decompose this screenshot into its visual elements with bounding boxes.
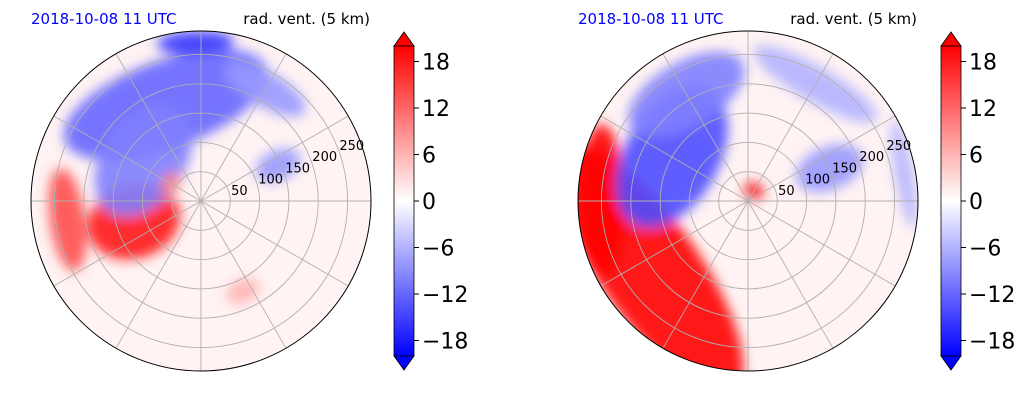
colorbar-tick-label: 0 — [422, 190, 436, 215]
colorbar-body — [393, 45, 415, 357]
colorbar-tick-label: −12 — [969, 283, 1015, 308]
radial-tick-label: 50 — [231, 184, 248, 199]
polar-grid — [578, 31, 918, 371]
azimuth-gridline — [600, 115, 749, 202]
colorbar-tick-label: 18 — [969, 51, 997, 76]
azimuth-gridline — [53, 115, 202, 202]
radial-tick-label: 200 — [312, 150, 337, 165]
velocity-feature — [226, 278, 260, 305]
velocity-feature — [48, 168, 87, 272]
panel-date-label: 2018-10-08 11 UTC — [578, 10, 724, 28]
azimuth-gridline — [200, 115, 349, 202]
azimuth-gridline — [115, 200, 202, 349]
radial-tick-label: 250 — [339, 139, 364, 154]
radial-tick-label: 100 — [258, 173, 283, 188]
azimuth-gridline — [53, 200, 202, 287]
radial-tick-label: 200 — [859, 150, 884, 165]
azimuth-gridline — [200, 53, 287, 202]
panel-left: 2018-10-08 11 UTC rad. vent. (5 km) 50 10… — [30, 10, 468, 372]
azimuth-gridline — [600, 200, 749, 287]
colorbar-tick-label: 12 — [969, 97, 997, 122]
colorbar-tick-label: −6 — [422, 237, 454, 262]
colorbar-tick-label: 18 — [422, 51, 450, 76]
colorbar-tick-label: −18 — [969, 330, 1015, 355]
colorbar: 18 12 6 0 −6 −12 −18 — [393, 31, 468, 371]
velocity-field — [48, 31, 306, 305]
azimuth-gridline — [662, 53, 749, 202]
azimuth-gridline — [747, 115, 896, 202]
colorbar-extend-max — [940, 31, 962, 47]
colorbar-tick-label: 6 — [969, 144, 983, 169]
azimuth-gridline — [662, 200, 749, 349]
colorbar-extend-min — [393, 355, 415, 371]
polar-grid — [31, 31, 371, 371]
azimuth-gridline — [200, 200, 349, 287]
radial-tick-label: 100 — [805, 173, 830, 188]
azimuth-gridline — [115, 53, 202, 202]
radial-tick-label: 150 — [285, 161, 310, 176]
colorbar-extend-min — [940, 355, 962, 371]
plot-boundary — [30, 30, 372, 372]
azimuth-gridline — [747, 200, 896, 287]
colorbar-tick-label: 6 — [422, 144, 436, 169]
colorbar-tick-label: 0 — [969, 190, 983, 215]
velocity-feature — [255, 148, 301, 182]
colorbar-tick-label: −12 — [422, 283, 468, 308]
colorbar-tick-label: 12 — [422, 97, 450, 122]
velocity-feature — [156, 31, 235, 55]
radial-tick-label: 250 — [886, 139, 911, 154]
panel-title: rad. vent. (5 km) — [243, 10, 370, 28]
plot-boundary — [577, 30, 919, 372]
colorbar-extend-max — [393, 31, 415, 47]
radial-tick-label: 150 — [832, 161, 857, 176]
panel-right: 2018-10-08 11 UTC rad. vent. (5 km) 50 10… — [577, 10, 1015, 372]
colorbar-body — [940, 45, 962, 357]
panel-title: rad. vent. (5 km) — [790, 10, 917, 28]
radial-tick-label: 50 — [778, 184, 795, 199]
colorbar-tick-label: −6 — [969, 237, 1001, 262]
azimuth-gridline — [200, 200, 287, 349]
colorbar: 18 12 6 0 −6 −12 −18 — [940, 31, 1015, 371]
azimuth-gridline — [747, 53, 834, 202]
colorbar-tick-label: −18 — [422, 330, 468, 355]
azimuth-gridline — [747, 200, 834, 349]
panel-date-label: 2018-10-08 11 UTC — [31, 10, 177, 28]
